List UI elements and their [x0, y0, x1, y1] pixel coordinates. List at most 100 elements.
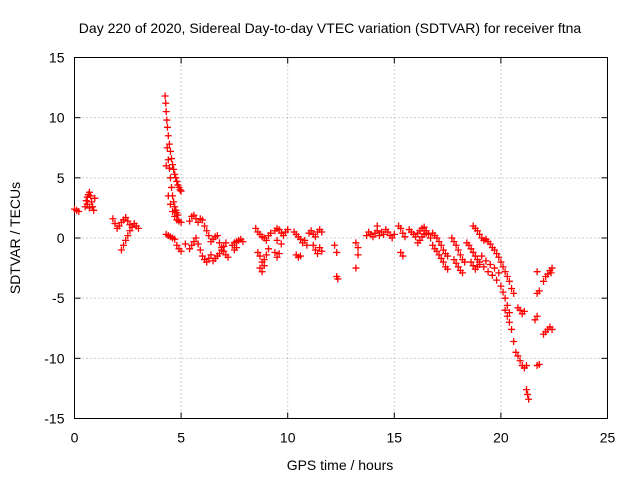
grid [74, 57, 608, 419]
data-point [524, 390, 532, 398]
data-point [296, 252, 304, 260]
data-point [486, 260, 494, 268]
data-point [260, 262, 268, 270]
data-point [171, 203, 179, 211]
data-point [277, 240, 285, 248]
data-point [120, 241, 128, 249]
data-point [166, 147, 174, 155]
data-point [198, 216, 206, 224]
data-point [375, 232, 383, 240]
data-point [88, 198, 96, 206]
data-point [388, 234, 396, 242]
data-point [171, 212, 179, 220]
data-point [198, 252, 206, 260]
data-point [514, 352, 522, 360]
data-point [503, 273, 511, 281]
data-point [427, 234, 435, 242]
data-point [128, 223, 136, 231]
data-point [369, 233, 377, 241]
data-point [435, 238, 443, 246]
data-point [201, 222, 209, 230]
data-point [89, 203, 97, 211]
data-point [169, 161, 177, 169]
data-point [161, 92, 169, 100]
data-point [168, 183, 176, 191]
data-point [491, 264, 499, 272]
data-point [85, 188, 93, 196]
data-point [473, 227, 481, 235]
data-point [448, 234, 456, 242]
data-point [207, 251, 215, 259]
data-point [516, 306, 524, 314]
data-point [196, 246, 204, 254]
data-point [503, 312, 511, 320]
data-point [525, 395, 533, 403]
data-point [262, 251, 270, 259]
data-point [239, 238, 247, 246]
data-point [275, 226, 283, 234]
data-point [126, 227, 134, 235]
data-point [439, 246, 447, 254]
data-point [456, 251, 464, 259]
data-point [109, 215, 117, 223]
data-point [433, 234, 441, 242]
data-point [497, 282, 505, 290]
data-point [256, 252, 264, 260]
data-point [459, 269, 467, 277]
data-point [262, 236, 270, 244]
chart-title: Day 220 of 2020, Sidereal Day-to-day VTE… [79, 20, 582, 36]
data-point [401, 233, 409, 241]
x-tick-label: 25 [600, 430, 616, 446]
data-point [522, 362, 530, 370]
data-point [177, 218, 185, 226]
data-point [540, 277, 548, 285]
data-point [505, 277, 513, 285]
data-point [164, 132, 172, 140]
data-point [164, 192, 172, 200]
data-point [222, 239, 230, 247]
data-point [501, 268, 509, 276]
data-point [192, 234, 200, 242]
data-point [547, 269, 555, 277]
data-point [85, 204, 93, 212]
data-point [190, 211, 198, 219]
data-point [399, 229, 407, 237]
y-tick-label: -5 [52, 290, 65, 306]
data-point [384, 228, 392, 236]
data-point [215, 250, 223, 258]
data-point [260, 256, 268, 264]
data-point [265, 245, 273, 253]
data-point [194, 240, 202, 248]
x-tick-label: 5 [177, 430, 185, 446]
y-tick-label: 0 [57, 230, 65, 246]
data-point [437, 241, 445, 249]
data-point [480, 263, 488, 271]
data-point [499, 288, 507, 296]
data-point [512, 348, 520, 356]
data-point [75, 208, 83, 216]
data-point [166, 174, 174, 182]
data-point [444, 252, 452, 260]
data-point [213, 232, 221, 240]
data-point [220, 242, 228, 250]
data-point [520, 307, 528, 315]
data-point [544, 270, 552, 278]
data-point [168, 155, 176, 163]
data-point [416, 236, 424, 244]
data-point [469, 248, 477, 256]
data-point [174, 211, 182, 219]
data-point [399, 252, 407, 260]
data-point [124, 232, 132, 240]
data-point [111, 220, 119, 228]
data-point [166, 200, 174, 208]
data-point [444, 265, 452, 273]
data-point [273, 253, 281, 261]
data-point [510, 289, 518, 297]
data-point [275, 250, 283, 258]
y-tick-label: 5 [57, 170, 65, 186]
data-point [256, 264, 264, 272]
data-point [171, 170, 179, 178]
data-point [311, 246, 319, 254]
data-point [122, 214, 130, 222]
data-point [91, 194, 99, 202]
